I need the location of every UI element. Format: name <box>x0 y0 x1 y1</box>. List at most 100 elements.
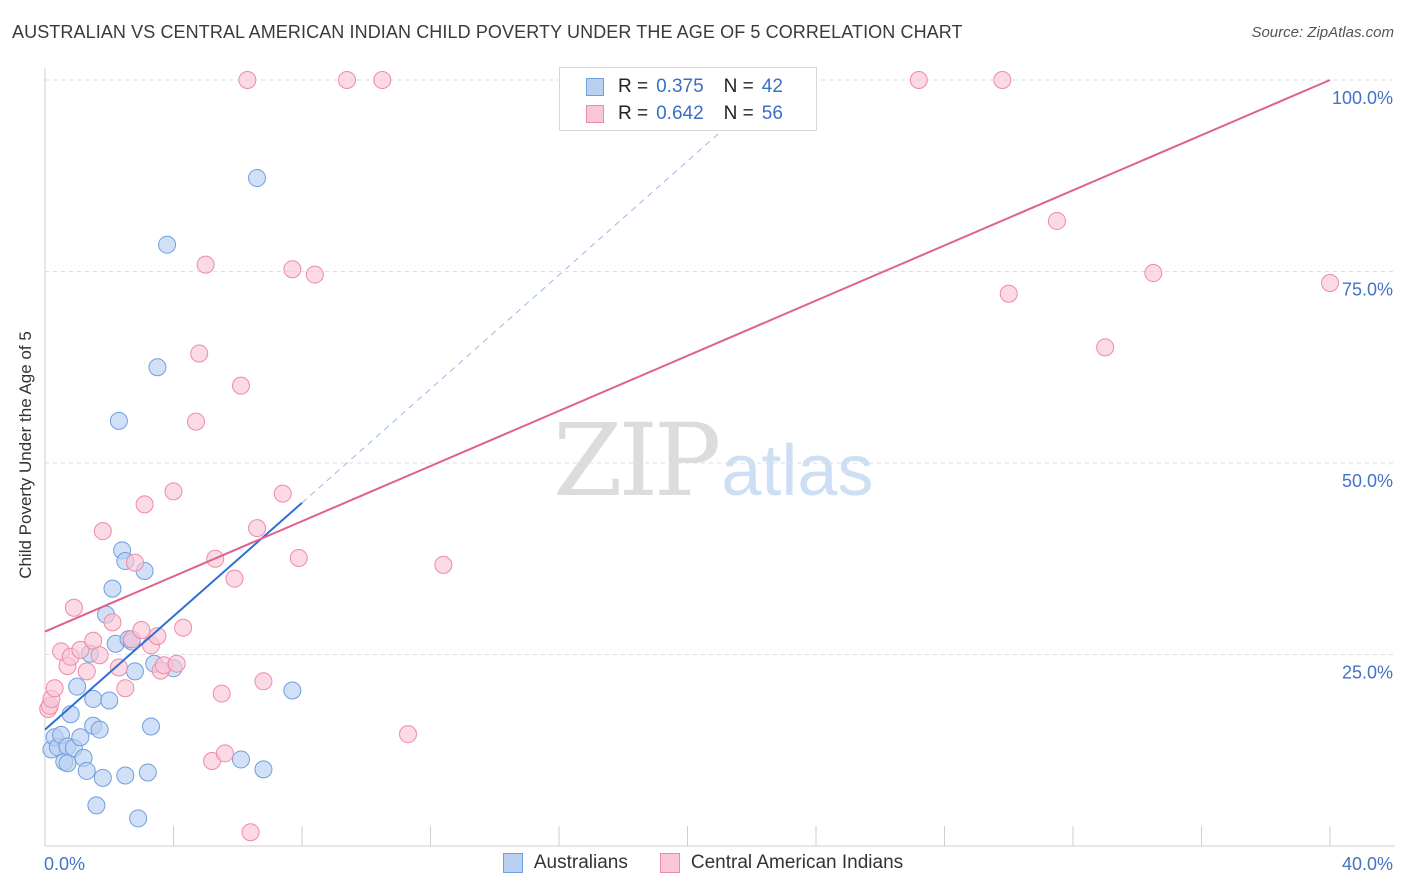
tick-labels: 25.0% 50.0% 75.0% 100.0% 0.0% 40.0% <box>44 88 1393 874</box>
data-point <box>999 284 1018 303</box>
data-point <box>116 679 135 698</box>
watermark: ZIPatlas <box>553 402 873 519</box>
data-point <box>231 376 250 395</box>
x-tick-label: 40.0% <box>1342 854 1393 874</box>
data-point <box>77 662 96 681</box>
data-point <box>434 555 453 574</box>
data-point <box>116 766 135 785</box>
data-point <box>993 71 1012 89</box>
legend-row-australians: R = 0.375 N = 42 <box>586 74 783 100</box>
data-point <box>167 654 186 673</box>
data-point <box>58 754 77 773</box>
data-point <box>61 705 80 724</box>
data-point <box>215 744 234 763</box>
data-point <box>248 169 267 188</box>
data-point <box>1047 211 1066 230</box>
data-point <box>241 823 260 842</box>
data-point <box>289 548 308 567</box>
legend-r-label: R = <box>618 76 649 97</box>
data-point <box>93 768 112 787</box>
legend-swatch-australians <box>502 853 523 873</box>
legend-item-central-american-indians: Central American Indians <box>659 852 904 874</box>
data-point <box>305 265 324 284</box>
grid-lines <box>45 79 1395 655</box>
data-point <box>238 71 257 89</box>
data-point <box>373 71 392 89</box>
watermark-atlas: atlas <box>721 431 874 511</box>
data-point <box>1096 338 1115 357</box>
data-point <box>283 681 302 700</box>
data-point <box>71 640 90 659</box>
data-point <box>109 411 128 430</box>
data-point <box>148 358 167 377</box>
data-point <box>1321 273 1339 292</box>
legend-r-value: 0.642 <box>656 103 704 124</box>
data-point <box>225 569 244 588</box>
data-point <box>129 809 148 828</box>
trend-line-australians-extension <box>301 117 737 504</box>
data-point <box>87 796 106 815</box>
data-point <box>138 763 157 782</box>
data-point <box>90 646 109 665</box>
data-point <box>186 412 205 431</box>
source-label: Source: ZipAtlas.com <box>1251 24 1394 41</box>
data-point <box>231 750 250 769</box>
data-point <box>196 255 215 274</box>
data-point <box>71 728 90 747</box>
data-point <box>158 235 177 254</box>
y-tick-label: 75.0% <box>1342 280 1393 300</box>
chart-title: AUSTRALIAN VS CENTRAL AMERICAN INDIAN CH… <box>12 22 963 42</box>
data-point <box>125 553 144 572</box>
data-point <box>103 613 122 632</box>
y-tick-label: 25.0% <box>1342 663 1393 683</box>
data-point <box>174 618 193 637</box>
y-tick-label: 50.0% <box>1342 471 1393 491</box>
data-point <box>93 522 112 541</box>
data-point <box>254 760 273 779</box>
correlation-legend: R = 0.375 N = 42 R = 0.642 N = 56 <box>559 67 817 131</box>
data-point <box>164 482 183 501</box>
legend-r-label: R = <box>618 103 649 124</box>
legend-label-central-american-indians: Central American Indians <box>690 852 904 873</box>
data-point <box>283 260 302 279</box>
data-point <box>90 720 109 739</box>
data-point <box>1144 264 1163 283</box>
series-central-american-indians <box>39 71 1339 842</box>
data-point <box>77 761 96 780</box>
legend-row-central-american-indians: R = 0.642 N = 56 <box>586 101 783 127</box>
data-point <box>142 717 161 736</box>
x-tick-label: 0.0% <box>44 854 85 874</box>
trend-lines <box>44 79 1331 731</box>
data-point <box>64 598 83 617</box>
axes <box>44 68 1395 847</box>
data-point <box>132 620 151 639</box>
trend-line-central-american-indians <box>44 79 1331 633</box>
legend-swatch-central-american-indians <box>659 853 680 873</box>
data-point <box>909 71 928 89</box>
data-point <box>273 484 292 503</box>
data-point <box>337 71 356 89</box>
series-legend: Australians Central American Indians <box>0 852 1406 874</box>
data-point <box>212 684 231 703</box>
data-point <box>135 495 154 514</box>
data-point <box>103 579 122 598</box>
data-point <box>254 672 273 691</box>
data-point <box>125 662 144 681</box>
legend-n-value: 56 <box>761 103 783 124</box>
data-point <box>45 679 64 698</box>
legend-label-australians: Australians <box>533 852 628 873</box>
watermark-zip: ZIP <box>553 402 721 519</box>
legend-n-label: N = <box>723 103 754 124</box>
data-point <box>100 691 119 710</box>
legend-swatch-central-american-indians <box>586 105 604 123</box>
data-point <box>148 627 167 646</box>
legend-item-australians: Australians <box>502 852 628 874</box>
legend-n-label: N = <box>723 76 754 97</box>
data-point <box>68 677 87 696</box>
legend-n-value: 42 <box>761 76 783 97</box>
legend-r-value: 0.375 <box>656 76 704 97</box>
legend-swatch-australians <box>586 78 604 96</box>
data-point <box>190 344 209 363</box>
data-point <box>109 658 128 677</box>
y-tick-label: 100.0% <box>1332 88 1393 108</box>
